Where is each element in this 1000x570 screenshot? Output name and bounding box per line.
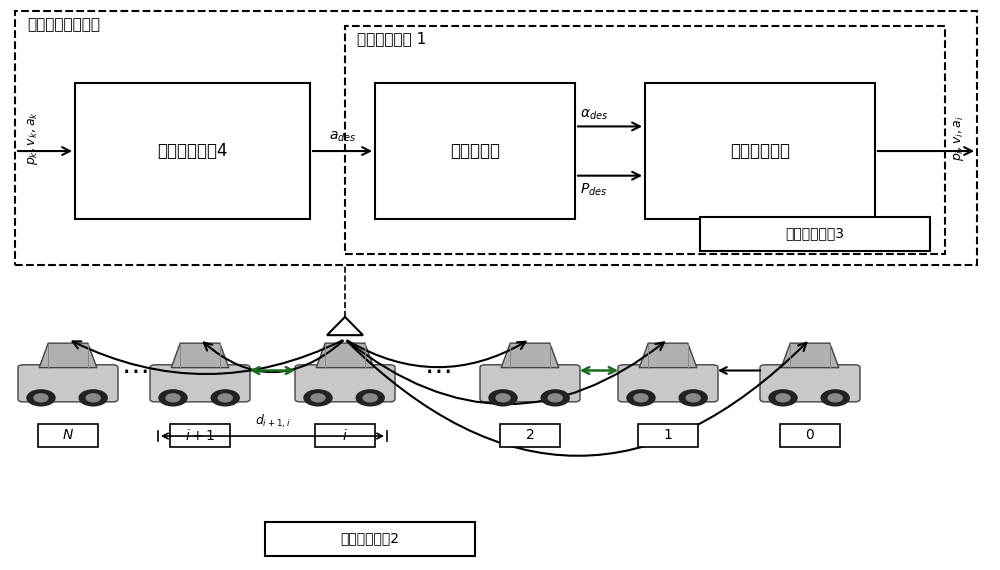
Text: $d_{i+1,i}$: $d_{i+1,i}$	[255, 413, 290, 430]
Text: 2: 2	[526, 429, 534, 442]
Circle shape	[821, 390, 849, 406]
Text: 几何拓扑结构2: 几何拓扑结构2	[340, 532, 400, 545]
Text: 下层动力模块: 下层动力模块	[730, 142, 790, 160]
Text: $\cdots$: $\cdots$	[121, 356, 147, 385]
Circle shape	[828, 394, 842, 402]
Circle shape	[634, 394, 648, 402]
Text: $\mathit{i+1}$: $\mathit{i+1}$	[185, 428, 215, 443]
FancyBboxPatch shape	[618, 365, 718, 402]
Circle shape	[27, 390, 55, 406]
Circle shape	[86, 394, 100, 402]
Text: $\mathit{i}$: $\mathit{i}$	[342, 428, 348, 443]
Circle shape	[679, 390, 707, 406]
Circle shape	[686, 394, 700, 402]
Text: $\cdots$: $\cdots$	[424, 356, 451, 385]
Circle shape	[79, 390, 107, 406]
Polygon shape	[171, 343, 229, 368]
FancyBboxPatch shape	[150, 365, 250, 402]
Text: $p_k, v_k, a_k$: $p_k, v_k, a_k$	[26, 111, 40, 165]
FancyBboxPatch shape	[315, 424, 375, 447]
Circle shape	[218, 394, 232, 402]
Circle shape	[311, 394, 325, 402]
FancyBboxPatch shape	[38, 424, 98, 447]
Circle shape	[304, 390, 332, 406]
FancyBboxPatch shape	[18, 365, 118, 402]
Circle shape	[159, 390, 187, 406]
Text: 节点动力单元 1: 节点动力单元 1	[357, 31, 426, 46]
FancyBboxPatch shape	[645, 83, 875, 219]
FancyBboxPatch shape	[265, 522, 475, 556]
Circle shape	[541, 390, 569, 406]
Circle shape	[34, 394, 48, 402]
FancyBboxPatch shape	[500, 424, 560, 447]
FancyBboxPatch shape	[638, 424, 698, 447]
Circle shape	[776, 394, 790, 402]
Text: 车辆纵向动力系统: 车辆纵向动力系统	[27, 17, 100, 32]
Text: $P_{des}$: $P_{des}$	[580, 181, 607, 198]
FancyBboxPatch shape	[345, 26, 945, 254]
Text: 分布式控制器4: 分布式控制器4	[157, 142, 228, 160]
Text: $a_{des}$: $a_{des}$	[329, 130, 356, 144]
Text: 1: 1	[664, 429, 672, 442]
FancyBboxPatch shape	[75, 83, 310, 219]
Circle shape	[211, 390, 239, 406]
FancyBboxPatch shape	[15, 11, 977, 265]
Text: $p_i, v_i, a_i$: $p_i, v_i, a_i$	[952, 115, 966, 161]
Text: 下层控制器: 下层控制器	[450, 142, 500, 160]
Polygon shape	[501, 343, 559, 368]
FancyBboxPatch shape	[780, 424, 840, 447]
Circle shape	[166, 394, 180, 402]
FancyBboxPatch shape	[480, 365, 580, 402]
Text: 通信拓扑结构3: 通信拓扑结构3	[786, 227, 844, 241]
Circle shape	[363, 394, 377, 402]
FancyBboxPatch shape	[760, 365, 860, 402]
Circle shape	[548, 394, 562, 402]
FancyBboxPatch shape	[170, 424, 230, 447]
FancyBboxPatch shape	[700, 217, 930, 251]
Polygon shape	[781, 343, 839, 368]
FancyBboxPatch shape	[295, 365, 395, 402]
FancyBboxPatch shape	[375, 83, 575, 219]
Text: $\mathit{N}$: $\mathit{N}$	[62, 429, 74, 442]
Circle shape	[496, 394, 510, 402]
Circle shape	[356, 390, 384, 406]
Text: $\alpha_{des}$: $\alpha_{des}$	[580, 108, 608, 122]
Polygon shape	[39, 343, 97, 368]
Circle shape	[489, 390, 517, 406]
Circle shape	[627, 390, 655, 406]
Text: 0: 0	[806, 429, 814, 442]
Circle shape	[769, 390, 797, 406]
Polygon shape	[639, 343, 697, 368]
Polygon shape	[316, 343, 374, 368]
